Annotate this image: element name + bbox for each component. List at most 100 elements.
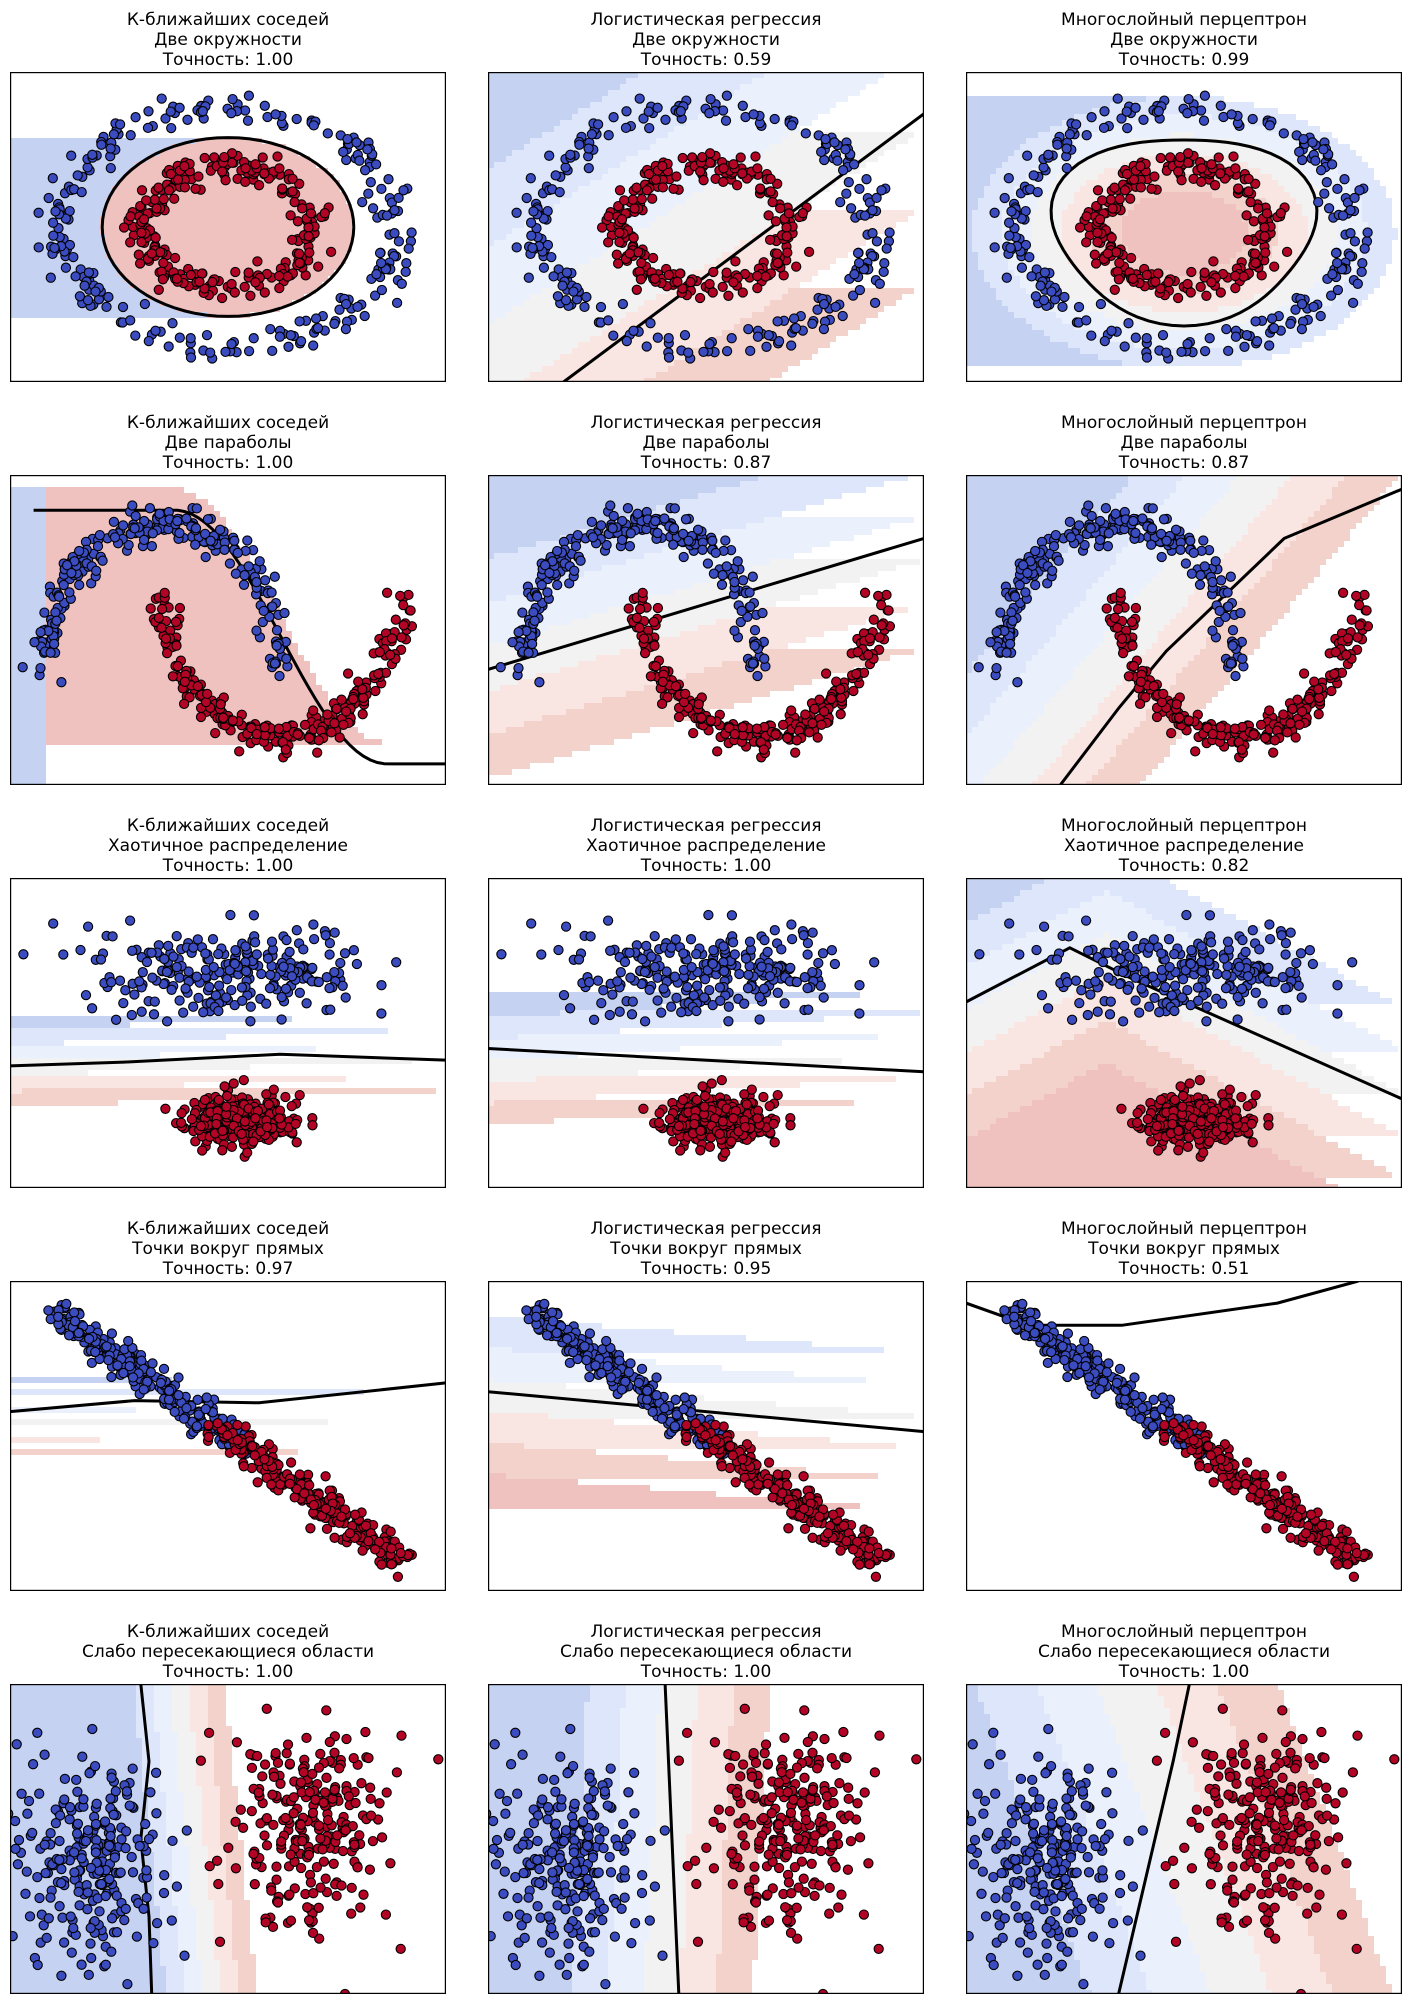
plot-frame: [488, 72, 924, 382]
class-1-point: [151, 203, 162, 214]
class-1-point: [1173, 166, 1184, 177]
class-0-point: [991, 626, 1002, 638]
panel-title: К-ближайших соседей Точки вокруг прямых То…: [10, 1219, 446, 1279]
class-1-point: [673, 711, 685, 723]
class-0-point: [680, 514, 692, 525]
class-1-point: [1169, 1094, 1181, 1106]
class-1-point: [294, 257, 305, 269]
class-0-point: [1092, 1006, 1103, 1017]
class-0-point: [1264, 919, 1275, 930]
class-1-point: [1260, 732, 1271, 744]
class-0-point: [669, 971, 680, 982]
class-0-point: [764, 971, 776, 982]
class-0-point: [1296, 298, 1308, 310]
class-0-point: [56, 677, 67, 688]
class-0-point: [150, 325, 161, 336]
class-1-point: [1081, 237, 1092, 248]
class-1-point: [386, 633, 398, 644]
class-0-point: [245, 1016, 256, 1027]
class-0-point: [557, 280, 568, 291]
class-0-point: [137, 967, 148, 978]
class-1-point: [250, 159, 261, 170]
class-0-point: [598, 985, 609, 996]
class-1-point: [639, 647, 651, 659]
class-0-point: [229, 999, 240, 1011]
class-0-point: [1169, 980, 1181, 991]
class-0-point: [43, 1305, 54, 1316]
class-0-point: [192, 1394, 203, 1405]
class-0-point: [80, 989, 92, 1001]
class-1-point: [763, 210, 774, 221]
class-1-point: [1166, 727, 1177, 739]
class-0-point: [161, 966, 173, 978]
class-1-point: [873, 590, 884, 602]
class-0-point: [723, 1016, 734, 1027]
class-1-point: [141, 195, 152, 206]
class-1-point: [807, 718, 818, 729]
class-0-point: [391, 957, 402, 968]
class-0-point: [124, 915, 136, 926]
class-1-point: [312, 747, 323, 758]
class-0-point: [525, 173, 536, 184]
class-0-point: [1136, 983, 1147, 994]
class-1-point: [650, 661, 661, 672]
class-0-point: [715, 995, 726, 1006]
class-0-point: [285, 330, 296, 341]
class-1-point: [159, 587, 170, 599]
class-0-point: [1235, 607, 1246, 619]
class-1-point: [627, 194, 638, 205]
class-0-point: [221, 974, 233, 985]
class-0-point: [213, 980, 225, 991]
class-1-point: [603, 237, 614, 248]
class-0-point: [124, 1361, 135, 1372]
class-0-point: [615, 967, 626, 978]
class-1-point: [818, 706, 830, 717]
class-1-point: [1172, 292, 1184, 304]
class-0-point: [168, 951, 179, 962]
class-0-point: [1250, 987, 1261, 998]
class-0-point: [1073, 520, 1085, 531]
class-0-point: [1139, 966, 1150, 977]
class-0-point: [174, 102, 185, 113]
class-0-point: [163, 341, 174, 352]
class-1-point: [321, 1523, 333, 1535]
class-0-point: [1122, 984, 1133, 995]
class-1-point: [728, 159, 739, 170]
class-0-point: [772, 987, 783, 998]
class-0-point: [1144, 1001, 1155, 1012]
class-0-point: [1325, 290, 1337, 301]
class-0-point: [803, 1004, 814, 1015]
class-0-point: [269, 571, 280, 582]
class-1-point: [883, 605, 894, 616]
class-1-point: [210, 727, 221, 739]
dataset-name: Точки вокруг прямых: [132, 1239, 324, 1259]
class-0-point: [125, 315, 136, 326]
class-1-point: [172, 174, 184, 185]
class-0-point: [1006, 206, 1017, 217]
class-0-point: [276, 1014, 287, 1025]
class-1-point: [305, 1523, 316, 1534]
class-1-point: [1130, 602, 1142, 614]
class-0-point: [1217, 998, 1228, 1009]
class-0-point: [1204, 333, 1215, 344]
class-1-point: [199, 283, 210, 294]
class-0-point: [1123, 318, 1134, 329]
class-0-point: [117, 301, 129, 313]
class-0-point: [237, 995, 248, 1006]
class-1-point: [186, 1113, 198, 1125]
class-1-point: [239, 281, 250, 293]
class-0-point: [1066, 1014, 1078, 1025]
class-0-point: [529, 615, 540, 626]
class-0-point: [148, 1009, 160, 1020]
class-0-point: [649, 930, 660, 942]
decision-boundary: [1059, 487, 1402, 785]
class-0-point: [560, 921, 572, 932]
panel-title: Многослойный перцептрон Две окружности Точ…: [966, 10, 1402, 70]
class-0-point: [365, 177, 376, 188]
class-1-point: [1278, 709, 1289, 720]
class-1-point: [782, 247, 793, 258]
class-0-point: [1014, 579, 1025, 591]
class-0-point: [747, 571, 758, 582]
class-0-point: [101, 1341, 112, 1352]
class-0-point: [1004, 638, 1016, 650]
